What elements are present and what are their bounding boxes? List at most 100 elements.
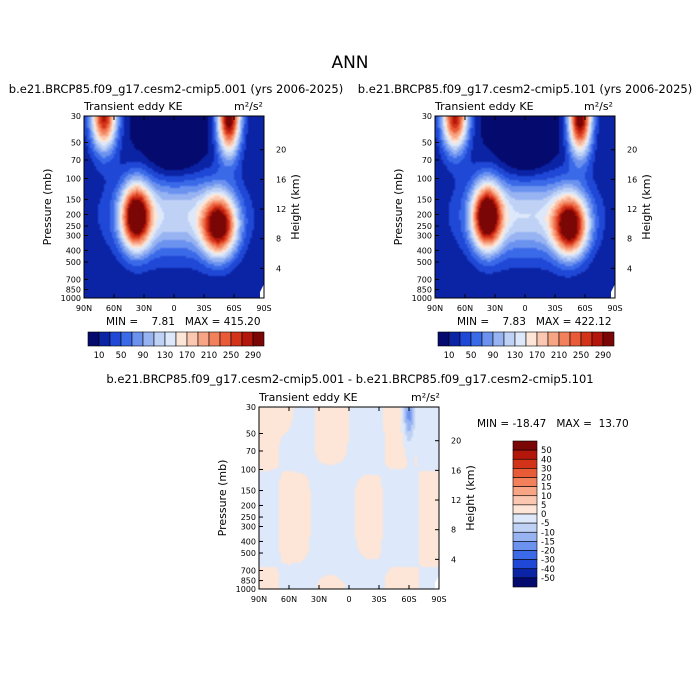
y-tick-label: 70	[422, 156, 432, 165]
colorbar-swatch	[186, 331, 199, 347]
x-tick-label: 90N	[427, 304, 443, 313]
panel-3-title: b.e21.BRCP85.f09_g17.cesm2-cmip5.001 - b…	[106, 372, 593, 386]
contour-field	[259, 407, 439, 589]
colorbar-swatch	[512, 477, 538, 487]
y-tick-label: 30	[246, 403, 256, 412]
x-tick-label: 30S	[196, 304, 211, 313]
y-tick-label: 100	[66, 174, 81, 183]
colorbar-swatch	[120, 331, 133, 347]
colorbar-label: 10	[444, 351, 455, 361]
colorbar-swatch	[512, 486, 538, 497]
x-tick-label: 0	[522, 304, 527, 313]
colorbar-2: 10 50 90 130 170 210 250 290	[437, 331, 615, 361]
y-tick-label: 850	[417, 286, 432, 295]
colorbar-swatch	[98, 331, 111, 347]
y-tick-label: 400	[66, 246, 81, 255]
colorbar-label: 130	[507, 351, 523, 361]
colorbar-label: 40	[541, 455, 552, 465]
y-tick-label: 500	[66, 258, 81, 267]
colorbar-label: 210	[201, 351, 217, 361]
y2-tick-label: 4	[276, 264, 281, 273]
y2-tick-label: 8	[276, 235, 281, 244]
y-tick-label: 700	[417, 275, 432, 284]
y2-tick-label: 16	[627, 175, 637, 184]
x-tick-label: 30S	[547, 304, 562, 313]
colorbar-swatch	[512, 449, 538, 460]
colorbar-swatch	[569, 331, 582, 347]
panel-1-units-label: m²/s²	[234, 100, 263, 113]
x-tick-label: 30N	[487, 304, 503, 313]
colorbar-label: 20	[541, 474, 552, 484]
y2-tick-label: 12	[627, 205, 637, 214]
colorbar-label: 10	[94, 351, 105, 361]
colorbar-swatch	[512, 541, 538, 551]
panel-1-variable-label: Transient eddy KE	[83, 100, 183, 113]
x-tick-label: 90S	[607, 304, 622, 313]
y-tick-label: 500	[417, 258, 432, 267]
y2-tick-label: 12	[276, 205, 286, 214]
colorbar-swatch	[142, 331, 155, 347]
y-tick-label: 30	[422, 112, 432, 121]
terrain-mask	[611, 284, 615, 298]
colorbar-label: 170	[179, 351, 195, 361]
colorbar-label: -20	[541, 547, 555, 557]
colorbar-swatch	[131, 331, 144, 347]
colorbar-swatch	[459, 331, 472, 347]
y-tick-label: 1000	[236, 585, 256, 594]
y-axis-title: Pressure (mb)	[392, 169, 405, 246]
y2-tick-label: 8	[451, 526, 456, 535]
colorbar-label: 50	[116, 351, 127, 361]
terrain-mask	[435, 575, 439, 589]
y-tick-label: 100	[417, 174, 432, 183]
y-tick-label: 150	[417, 196, 432, 205]
y-tick-label: 150	[241, 487, 256, 496]
y2-tick-label: 8	[627, 235, 632, 244]
colorbar-label: 10	[541, 492, 552, 502]
y2-tick-label: 4	[627, 264, 632, 273]
colorbar-label: -40	[541, 565, 555, 575]
colorbar-swatch	[591, 331, 604, 347]
x-tick-label: 60N	[457, 304, 473, 313]
colorbar-swatch	[153, 331, 166, 347]
colorbar-swatch	[87, 331, 100, 347]
y-tick-label: 50	[246, 430, 256, 439]
y-tick-label: 70	[71, 156, 81, 165]
y2-axis-title: Height (km)	[289, 174, 302, 240]
panel-2: 90N 60N 30N 0 30S 60S 90S 30 50 70 100 150 200 250300…	[392, 112, 653, 313]
y-tick-label: 300	[417, 232, 432, 241]
colorbar-swatch	[512, 577, 538, 588]
y2-tick-label: 20	[451, 437, 461, 446]
colorbar-label: 30	[541, 464, 552, 474]
x-tick-label: 90N	[251, 595, 267, 604]
colorbar-swatch	[536, 331, 549, 347]
colorbar-swatch	[512, 531, 538, 542]
colorbar-swatch	[525, 331, 538, 347]
colorbar-swatch	[197, 331, 210, 347]
colorbar-swatch	[512, 495, 538, 506]
y-tick-label: 700	[66, 275, 81, 284]
y-tick-label: 500	[241, 549, 256, 558]
colorbar-label: 15	[541, 483, 552, 493]
y-tick-label: 1000	[61, 294, 81, 303]
colorbar-swatch	[492, 331, 505, 347]
panel-1-minmax: MIN = 7.81 MAX = 415.20	[106, 316, 261, 328]
colorbar-swatch	[448, 331, 461, 347]
colorbar-label: 50	[466, 351, 477, 361]
y-tick-label: 70	[246, 447, 256, 456]
panel-1: 90N 60N 30N 0 30S 60S 90S 30 50 70 100 150 200 250300…	[41, 112, 302, 313]
colorbar-swatch	[437, 331, 450, 347]
y-tick-label: 700	[241, 566, 256, 575]
colorbar-swatch	[580, 331, 593, 347]
colorbar-swatch	[241, 331, 254, 347]
y2-tick-label: 16	[276, 175, 286, 184]
colorbar-swatch	[512, 504, 538, 515]
y-tick-label: 400	[417, 246, 432, 255]
colorbar-swatch	[512, 568, 538, 579]
x-tick-label: 90N	[76, 304, 92, 313]
panel-2-minmax: MIN = 7.83 MAX = 422.12	[457, 316, 612, 328]
terrain-mask	[260, 284, 264, 298]
colorbar-label: 290	[245, 351, 261, 361]
colorbar-swatch	[109, 331, 122, 347]
colorbar-label: 130	[157, 351, 173, 361]
